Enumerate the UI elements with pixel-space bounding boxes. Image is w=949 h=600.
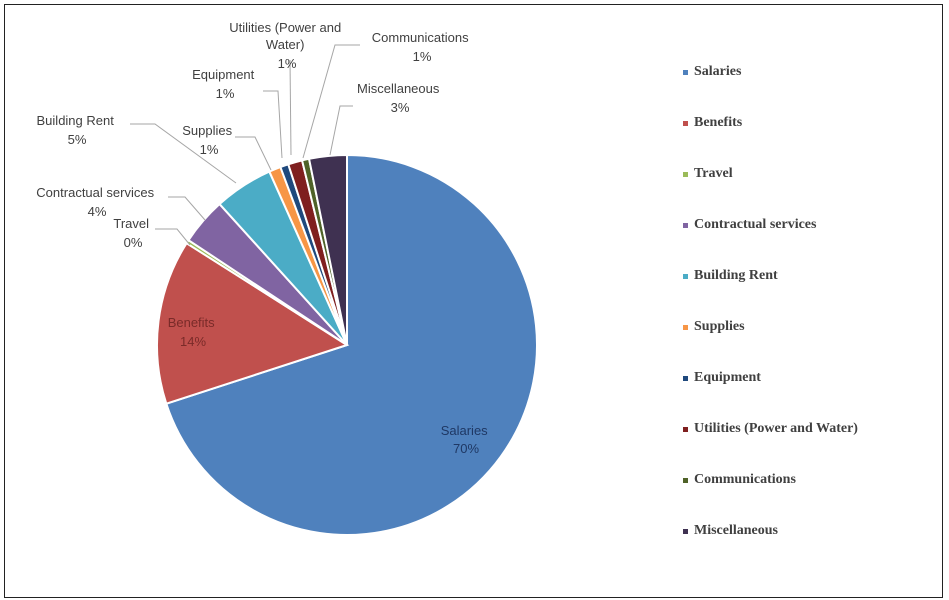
legend-item-equipment: Equipment [683, 368, 761, 388]
leader-line-building-rent [130, 123, 237, 184]
slice-label-salaries: Salaries 70% [441, 423, 492, 456]
legend-swatch [683, 273, 688, 279]
leader-line-miscellaneous [329, 105, 353, 156]
legend-item-contractual-services: Contractual services [683, 215, 816, 235]
pie-slice-salaries [165, 153, 538, 536]
slice-label-benefits: Benefits 14% [168, 315, 219, 349]
chart-frame: Salaries 70% Benefits 14% Travel 0% Cont… [4, 4, 943, 598]
legend-item-travel: Travel [683, 164, 733, 184]
legend-swatch [683, 69, 688, 75]
legend-swatch [683, 375, 688, 381]
pie-slice-miscellaneous [307, 153, 348, 346]
slice-label-miscellaneous: Miscellaneous 3% [357, 81, 443, 115]
pie-slices [156, 153, 538, 536]
slice-label-communications: Communications 1% [372, 30, 472, 64]
legend-item-communications: Communications [683, 470, 796, 490]
legend-swatch [683, 426, 688, 432]
pie-slice-benefits [156, 241, 350, 405]
leader-line-utilities [289, 59, 292, 156]
legend-item-supplies: Supplies [683, 317, 745, 337]
legend-swatch [683, 171, 688, 177]
legend-item-benefits: Benefits [683, 113, 742, 133]
legend-item-miscellaneous: Miscellaneous [683, 521, 778, 541]
leader-line-travel [155, 228, 191, 246]
leader-line-communications [302, 44, 360, 159]
legend-item-utilities: Utilities (Power and Water) [683, 419, 858, 439]
slice-label-supplies: Supplies 1% [182, 123, 236, 157]
legend-swatch [683, 477, 688, 483]
slice-label-utilities: Utilities (Power and Water) 1% [229, 20, 345, 71]
leader-lines [130, 44, 360, 246]
legend-swatch [683, 222, 688, 228]
slice-label-equipment: Equipment 1% [192, 67, 258, 101]
legend-swatch [683, 120, 688, 126]
leader-line-equipment [263, 90, 283, 159]
legend-swatch [683, 528, 688, 534]
legend-item-salaries: Salaries [683, 62, 741, 82]
slice-label-contractual-services: Contractual services 4% [36, 185, 157, 219]
slice-label-travel: Travel 0% [113, 216, 152, 250]
legend-item-building-rent: Building Rent [683, 266, 778, 286]
pie-chart: Salaries 70% Benefits 14% Travel 0% Cont… [36, 20, 538, 536]
leader-line-contractual [168, 196, 206, 221]
legend-swatch [683, 324, 688, 330]
slice-label-building-rent: Building Rent 5% [37, 113, 118, 147]
leader-line-supplies [235, 136, 272, 171]
slice-labels: Salaries 70% Benefits 14% Travel 0% Cont… [36, 20, 492, 456]
